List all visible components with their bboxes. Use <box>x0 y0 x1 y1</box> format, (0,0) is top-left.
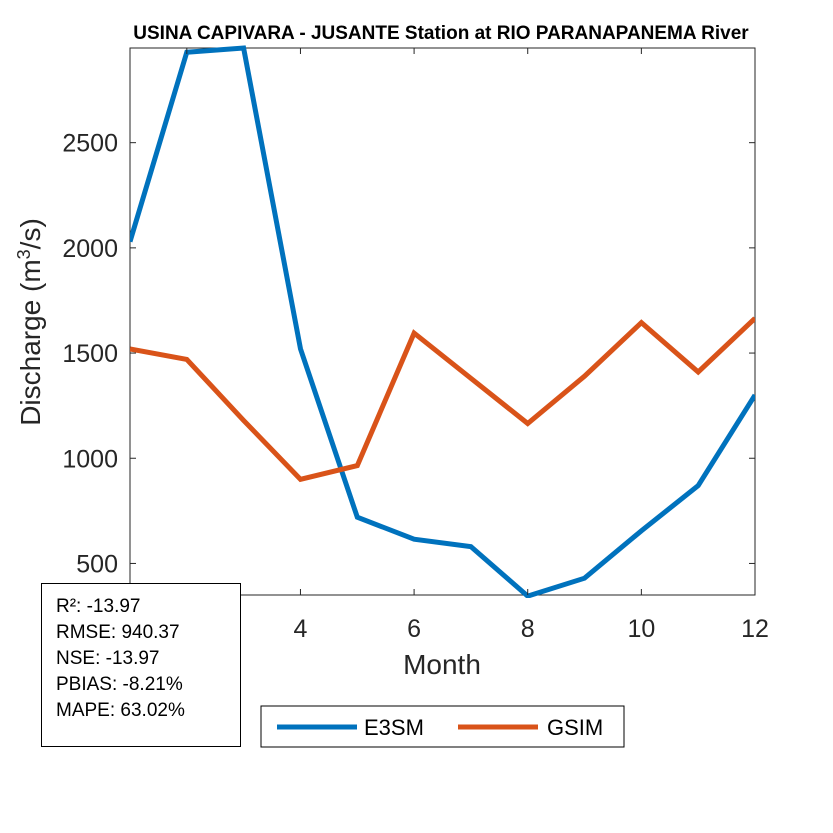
series-lines <box>130 45 755 598</box>
stat-pbias: PBIAS: -8.21% <box>56 674 183 695</box>
x-tick-label: 10 <box>627 615 655 643</box>
y-tick-label: 1000 <box>62 445 118 473</box>
chart-title: USINA CAPIVARA - JUSANTE Station at RIO … <box>133 23 749 44</box>
legend-label-e3sm: E3SM <box>364 715 424 740</box>
legend-box <box>260 705 625 748</box>
y-axis-label: Discharge (m3/s) <box>14 218 46 426</box>
x-axis-label: Month <box>403 649 481 680</box>
y-tick-label: 1500 <box>62 340 118 368</box>
y-tick-label: 2500 <box>62 130 118 158</box>
stats-box: R²: -13.97 RMSE: 940.37 NSE: -13.97 PBIA… <box>41 583 241 747</box>
stat-rmse: RMSE: 940.37 <box>56 622 180 643</box>
x-tick-label: 8 <box>521 615 535 643</box>
series-line-gsim <box>130 316 755 483</box>
legend-label-gsim: GSIM <box>547 715 603 740</box>
stat-mape: MAPE: 63.02% <box>56 700 185 721</box>
x-tick-label: 12 <box>741 615 769 643</box>
x-tick-label: 6 <box>407 615 421 643</box>
y-tick-label: 500 <box>76 550 118 578</box>
series-line-e3sm <box>130 45 755 598</box>
legend: E3SM GSIM <box>260 705 625 748</box>
x-tick-label: 4 <box>294 615 308 643</box>
stat-r2: R²: -13.97 <box>56 596 141 617</box>
stat-nse: NSE: -13.97 <box>56 648 160 669</box>
y-tick-label: 2000 <box>62 235 118 263</box>
